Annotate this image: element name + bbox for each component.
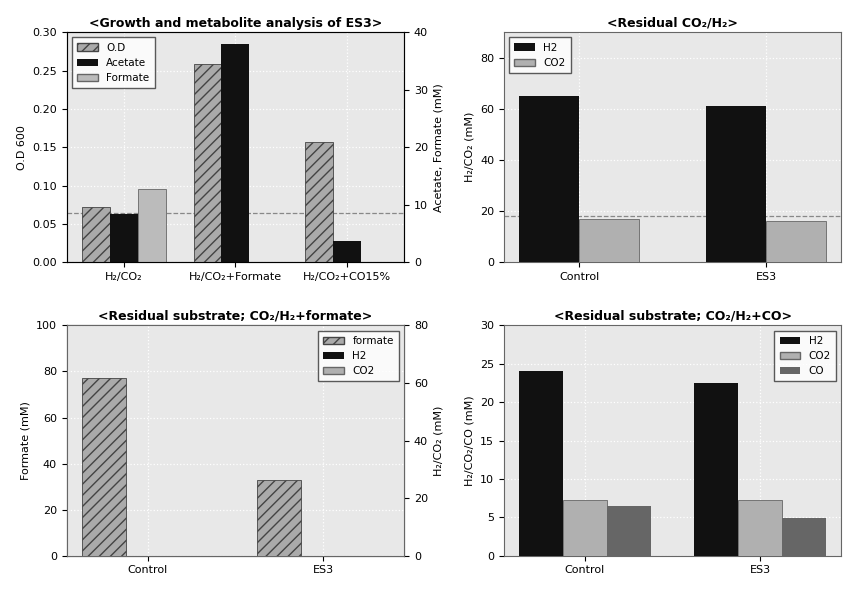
Bar — [170, 494, 214, 556]
Bar — [694, 383, 739, 556]
Legend: formate, H2, CO2: formate, H2, CO2 — [318, 331, 399, 381]
Title: <Growth and metabolite analysis of ES3>: <Growth and metabolite analysis of ES3> — [89, 17, 382, 30]
Title: <Residual substrate; CO₂/H₂+formate>: <Residual substrate; CO₂/H₂+formate> — [99, 310, 372, 323]
Y-axis label: H₂/CO₂ (mM): H₂/CO₂ (mM) — [464, 112, 474, 182]
Bar — [563, 500, 607, 556]
Y-axis label: H₂/CO₂/CO (mM): H₂/CO₂/CO (mM) — [464, 395, 474, 486]
Bar — [126, 323, 170, 556]
Bar — [333, 241, 361, 262]
Bar — [221, 44, 250, 262]
Bar — [301, 386, 345, 556]
Legend: H2, CO2: H2, CO2 — [509, 37, 571, 73]
Bar — [110, 214, 138, 262]
Bar — [82, 378, 126, 556]
Y-axis label: Formate (mM): Formate (mM) — [21, 401, 30, 480]
Bar — [706, 107, 766, 262]
Bar — [138, 189, 166, 262]
Bar — [739, 500, 782, 556]
Y-axis label: O.D 600: O.D 600 — [16, 125, 27, 170]
Y-axis label: H₂/CO₂ (mM): H₂/CO₂ (mM) — [433, 406, 444, 476]
Title: <Residual substrate; CO₂/H₂+CO>: <Residual substrate; CO₂/H₂+CO> — [553, 310, 792, 323]
Legend: H2, CO2, CO: H2, CO2, CO — [774, 331, 837, 381]
Bar — [519, 371, 563, 556]
Bar — [82, 207, 110, 262]
Bar — [305, 142, 333, 262]
Bar — [579, 219, 639, 262]
Bar — [345, 517, 389, 556]
Bar — [194, 65, 221, 262]
Bar — [519, 96, 579, 262]
Bar — [782, 518, 826, 556]
Legend: O.D, Acetate, Formate: O.D, Acetate, Formate — [72, 37, 154, 88]
Bar — [607, 506, 650, 556]
Bar — [766, 221, 826, 262]
Y-axis label: Acetate, Formate (mM): Acetate, Formate (mM) — [433, 83, 444, 212]
Bar — [257, 480, 301, 556]
Title: <Residual CO₂/H₂>: <Residual CO₂/H₂> — [607, 17, 738, 30]
